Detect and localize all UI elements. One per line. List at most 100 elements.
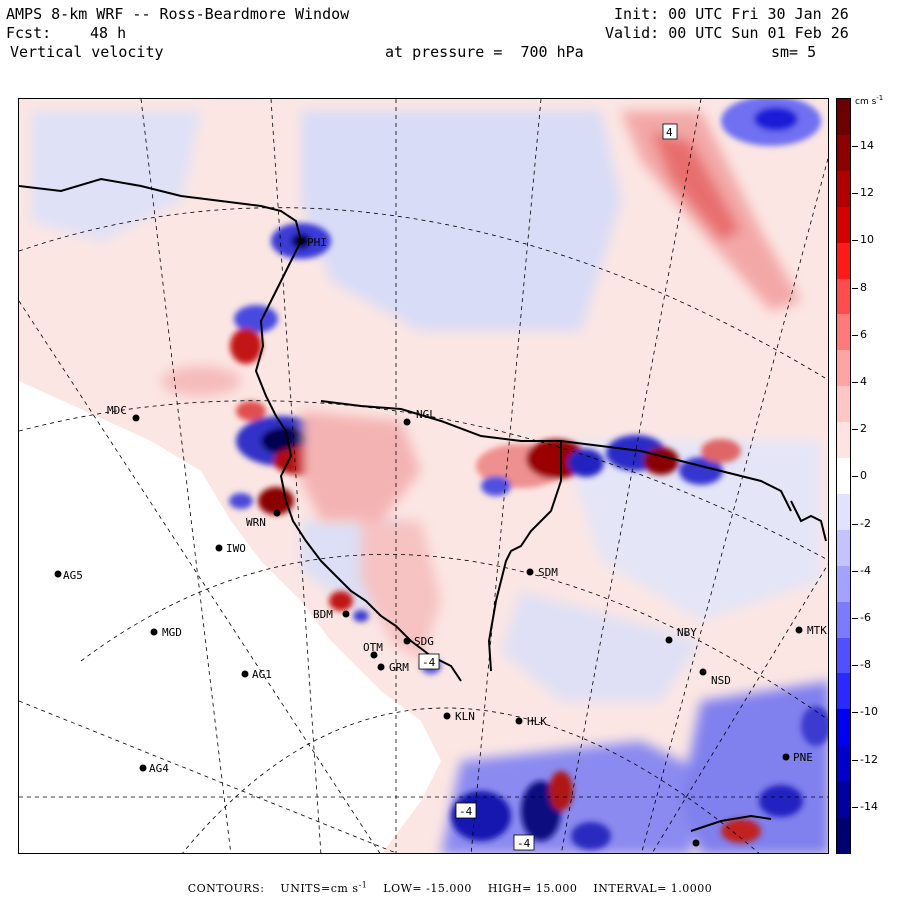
station-ag4[interactable]: AG4: [139, 762, 170, 775]
colorbar-tick: [852, 382, 858, 383]
station-ag5[interactable]: AG5: [54, 569, 83, 582]
colorbar-tick: [852, 523, 858, 525]
colorbar-segment: [837, 745, 850, 782]
model-title: AMPS 8-km WRF -- Ross-Beardmore Window: [6, 5, 350, 23]
station-label: OTM: [363, 641, 383, 654]
station-label: SDM: [538, 566, 558, 579]
contour-box-label: -4: [422, 656, 436, 669]
colorbar-units-exponent: -1: [876, 94, 884, 102]
field-east-ridge: [476, 435, 741, 496]
station-label: AG5: [63, 569, 83, 582]
field-red-northeast: [621, 111, 801, 311]
colorbar-segment: [837, 529, 850, 567]
colorbar-tick: [852, 193, 858, 195]
station-label: AG1: [252, 668, 272, 681]
forecast-label: Fcst:: [6, 24, 52, 42]
colorbar-tick: [852, 665, 858, 667]
footer-units: UNITS=cm s-1: [280, 880, 367, 895]
colorbar-tick: [852, 240, 858, 242]
station-label: AG4: [149, 762, 169, 775]
station-label: MTK: [807, 624, 827, 637]
colorbar-tick-label: -6: [860, 611, 871, 624]
colorbar-units-text: cm s: [855, 97, 877, 107]
colorbar-tick: [852, 146, 858, 147]
station-nsd[interactable]: NSD: [699, 668, 731, 688]
stations: PHI MDC NGL WRN IWO AG5 SDM BDM MGD OTM …: [54, 236, 828, 847]
station-pne[interactable]: PNE: [782, 751, 813, 764]
station-ag1[interactable]: AG1: [241, 668, 272, 681]
graticule: [19, 99, 828, 853]
map-svg: 4 -4 -4 -4 PHI MDC NGL WRN IWO AG5 SDM B…: [19, 99, 828, 853]
station-mdc[interactable]: MDC: [107, 404, 140, 422]
station-mtk[interactable]: MTK: [795, 624, 828, 637]
station-grm[interactable]: GRM: [377, 661, 410, 674]
contour-box-label: 4: [666, 126, 673, 139]
pressure-level: at pressure = 700 hPa: [385, 43, 584, 61]
colorbar-segment: [837, 134, 850, 172]
smoothing-value: sm= 5: [771, 43, 817, 61]
contour-box: [513, 834, 535, 851]
station-label: IWO: [226, 542, 246, 555]
station-label: MGD: [162, 626, 182, 639]
footer-contours: CONTOURS:: [187, 881, 265, 895]
station-ngl[interactable]: NGL: [403, 408, 437, 426]
colorbar-tick-label: -12: [860, 752, 878, 766]
colorbar-segment: [837, 350, 850, 387]
colorbar-segment: [837, 493, 850, 531]
colorbar-tick: [852, 712, 858, 714]
contour-value-boxes: 4 -4 -4 -4: [418, 123, 678, 851]
colorbar-units: cm s-1: [855, 94, 883, 107]
colorbar-tick: [852, 570, 858, 572]
contour-box-label: -4: [459, 805, 473, 818]
colorbar-segment: [837, 314, 850, 351]
colorbar-tick-label: 0: [860, 469, 867, 483]
forecast-hour: 48 h: [90, 24, 127, 42]
colorbar-tick-label: 12: [860, 186, 874, 200]
vertical-velocity-map[interactable]: 4 -4 -4 -4 PHI MDC NGL WRN IWO AG5 SDM B…: [18, 98, 829, 854]
colorbar-tick-label: 2: [860, 422, 867, 436]
station-kln[interactable]: KLN: [443, 710, 475, 723]
contour-box: [455, 802, 477, 819]
colorbar-tick: [852, 287, 858, 289]
colorbar-segment: [837, 601, 850, 639]
colorbar-segment: [837, 206, 850, 244]
station-label: HLK: [527, 715, 547, 728]
station-sdm[interactable]: SDM: [526, 566, 559, 579]
colorbar-tick-label: 14: [860, 139, 874, 152]
field-red-plateau: [161, 366, 441, 661]
colorbar-segment: [837, 637, 850, 674]
station-label: SDG: [414, 635, 434, 648]
contour-box: [418, 653, 440, 670]
colorbar-segment: [837, 458, 850, 495]
colorbar-tick: [852, 618, 858, 619]
station-phi[interactable]: PHI: [297, 236, 327, 249]
field-blue-northeast: [721, 99, 821, 146]
station-label: NGL: [416, 408, 436, 421]
colorbar-segment: [837, 422, 850, 459]
colorbar-segment: [837, 673, 850, 710]
station-label: NBY: [677, 626, 697, 639]
station-label: WRN: [246, 516, 266, 529]
colorbar-tick-label: 8: [860, 280, 867, 294]
colorbar-tick-label: 4: [860, 375, 867, 388]
footer-units-text: UNITS=cm s: [280, 881, 359, 895]
station-label: MDC: [107, 404, 127, 417]
footer-high: HIGH= 15.000: [487, 881, 578, 895]
colorbar-segment: [837, 99, 850, 136]
station-hlk[interactable]: HLK: [515, 715, 548, 728]
station-mgd[interactable]: MGD: [150, 626, 182, 639]
colorbar-tick-label: -14: [860, 799, 878, 813]
station-sdg[interactable]: SDG: [403, 635, 434, 648]
colorbar-tick-label: 10: [860, 233, 874, 247]
colorbar-tick-label: -10: [860, 705, 878, 719]
colorbar-segment: [837, 565, 850, 603]
station-unlabeled[interactable]: [692, 839, 700, 847]
station-bdm[interactable]: BDM: [313, 608, 350, 621]
station-wrn[interactable]: WRN: [246, 509, 281, 530]
colorbar: [836, 98, 851, 854]
station-otm[interactable]: OTM: [363, 641, 383, 659]
colorbar-segment: [837, 709, 850, 746]
station-iwo[interactable]: IWO: [215, 542, 246, 555]
station-nby[interactable]: NBY: [665, 626, 698, 644]
station-label: NSD: [711, 674, 731, 687]
